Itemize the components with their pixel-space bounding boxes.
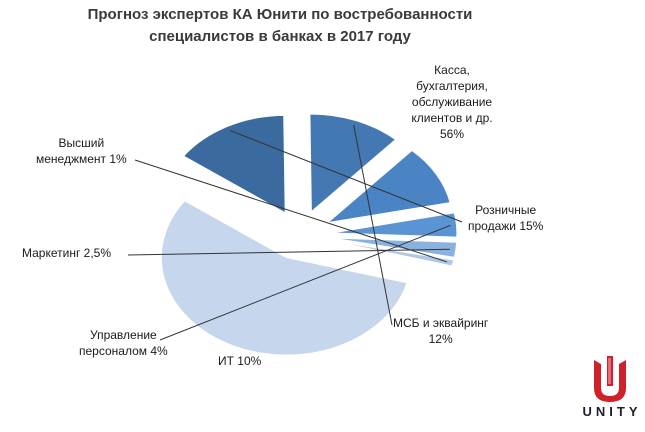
leader-line-hr xyxy=(159,224,451,341)
chart-title-line-2: специалистов в банках в 2017 году xyxy=(149,28,411,45)
slice-label-it: ИТ 10% xyxy=(218,354,262,368)
logo-text: UNITY xyxy=(582,404,642,419)
chart-title-line-1: Прогноз экспертов КА Юнити по востребова… xyxy=(87,6,473,23)
unity-logo-icon xyxy=(594,356,626,402)
leader-line-top-management xyxy=(134,159,448,263)
slice-label-kassa: Касса, бухгалтерия, обслуживание клиенто… xyxy=(411,63,493,141)
slice-retail xyxy=(182,114,286,214)
slice-it xyxy=(326,149,451,224)
leader-line-marketing xyxy=(127,248,450,256)
slice-label-hr: Управление персоналом 4% xyxy=(79,328,168,358)
slice-label-msb: МСБ и эквайринг 12% xyxy=(393,316,489,346)
slice-label-retail: Розничные продажи 15% xyxy=(468,203,544,233)
slice-hr xyxy=(331,212,458,238)
slice-label-marketing: Маркетинг 2,5% xyxy=(22,246,112,260)
slice-kassa xyxy=(160,200,408,356)
slice-top-management xyxy=(331,240,455,267)
leader-line-msb xyxy=(353,124,393,326)
leader-line-retail xyxy=(230,130,463,223)
slice-msb xyxy=(309,113,397,213)
slice-label-top-management: Высший менеджмент 1% xyxy=(36,136,127,166)
